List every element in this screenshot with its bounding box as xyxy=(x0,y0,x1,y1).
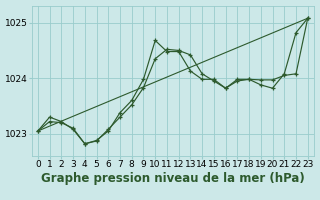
X-axis label: Graphe pression niveau de la mer (hPa): Graphe pression niveau de la mer (hPa) xyxy=(41,172,305,185)
